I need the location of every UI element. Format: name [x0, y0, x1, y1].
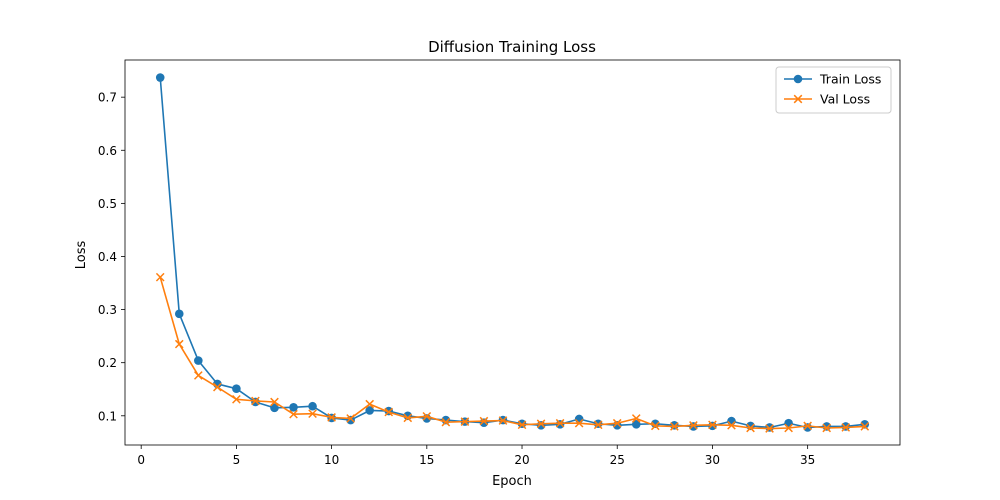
y-tick-label: 0.6	[98, 144, 117, 158]
val-loss-point	[555, 418, 565, 428]
train-loss-point	[536, 421, 546, 430]
val-loss-point	[270, 397, 279, 407]
plot-frame	[124, 59, 901, 446]
train-loss-point	[270, 403, 279, 413]
val-loss-point	[232, 395, 241, 404]
val-loss-point	[727, 421, 736, 430]
val-loss-point	[746, 423, 755, 433]
y-tick-label: 0.1	[98, 409, 117, 423]
val-loss-point	[670, 422, 679, 431]
y-tick-label: 0.7	[98, 91, 117, 105]
val-loss-point	[346, 414, 355, 423]
train-loss-point	[308, 401, 317, 411]
val-loss-point	[784, 423, 793, 433]
val-loss-point	[403, 413, 413, 423]
train-loss-point	[251, 397, 260, 407]
train-loss-point	[708, 421, 717, 431]
train-loss-point	[517, 419, 527, 429]
legend: Train Loss Val Loss	[775, 66, 892, 114]
train-loss-point	[574, 414, 584, 424]
x-tick-label: 0	[137, 453, 145, 467]
train-loss-point	[155, 73, 165, 82]
train-loss-point	[784, 418, 793, 428]
val-loss-point	[174, 339, 184, 349]
val-loss-point	[193, 371, 203, 380]
val-loss-point	[631, 414, 641, 423]
val-loss-point	[213, 382, 222, 392]
x-tick-label: 30	[705, 453, 720, 467]
val-loss-point	[422, 411, 432, 421]
legend-train-loss-label: Train Loss	[819, 72, 881, 87]
val-loss-line	[159, 276, 865, 430]
y-tick-label: 0.3	[98, 303, 117, 317]
chart-title: Diffusion Training Loss	[428, 38, 596, 56]
val-loss-point	[460, 417, 470, 426]
val-loss-point	[593, 420, 603, 430]
legend-val-loss-label: Val Loss	[820, 92, 870, 107]
train-loss-point	[174, 309, 184, 319]
x-tick-label: 5	[233, 453, 241, 467]
x-tick-label: 35	[800, 453, 815, 467]
train-loss-point	[232, 384, 241, 394]
legend-train-loss-marker	[793, 74, 803, 84]
x-tick-label: 15	[419, 453, 434, 467]
train-loss-point	[765, 423, 774, 432]
y-tick-label: 0.4	[98, 250, 117, 264]
val-loss-point	[384, 407, 394, 417]
val-loss-point	[689, 421, 698, 430]
x-tick-label: 25	[610, 453, 625, 467]
y-tick-label: 0.2	[98, 356, 117, 370]
train-loss-point	[289, 402, 298, 412]
val-loss-point	[155, 272, 165, 282]
val-loss-point	[708, 420, 717, 430]
val-loss-point	[650, 421, 660, 431]
val-loss-point	[251, 396, 260, 406]
plot-area: 0 5 10 15 20 25 30 35 0.1 0.2 0.3 0.4 0.5 0.6 0.7	[98, 59, 901, 467]
train-loss-point	[479, 418, 489, 427]
val-loss-point	[441, 417, 451, 427]
x-axis-label: Epoch	[492, 474, 532, 489]
val-loss-point	[289, 409, 298, 419]
val-loss-point	[822, 423, 832, 433]
val-loss-point	[860, 422, 870, 431]
train-loss-point	[365, 406, 374, 415]
train-loss-point	[593, 419, 603, 429]
val-loss-point	[841, 423, 851, 432]
x-tick-label: 20	[514, 453, 529, 467]
train-loss-point	[194, 356, 203, 365]
val-loss-point	[498, 416, 508, 425]
x-tick-label: 10	[324, 453, 339, 467]
val-loss-point	[536, 419, 546, 429]
val-loss-point	[803, 421, 812, 431]
train-loss-line	[159, 77, 865, 429]
train-loss-point	[727, 416, 736, 426]
val-loss-point	[574, 418, 584, 428]
val-loss-point	[517, 420, 527, 430]
train-loss-point	[803, 423, 812, 432]
val-loss-point	[365, 399, 375, 409]
train-loss-point	[689, 422, 698, 431]
val-loss-point	[327, 413, 336, 422]
y-tick-label: 0.5	[98, 197, 117, 211]
train-loss-point	[670, 421, 679, 430]
train-loss-point	[555, 419, 565, 429]
val-loss-point	[765, 424, 774, 433]
val-loss-point	[612, 418, 622, 428]
train-loss-point	[822, 422, 831, 431]
train-loss-point	[841, 422, 851, 431]
train-loss-point	[631, 419, 641, 429]
y-axis-label: Loss	[74, 241, 89, 270]
legend-val-loss-marker	[793, 94, 803, 104]
val-loss-point	[308, 409, 317, 418]
val-loss-point	[479, 416, 489, 426]
